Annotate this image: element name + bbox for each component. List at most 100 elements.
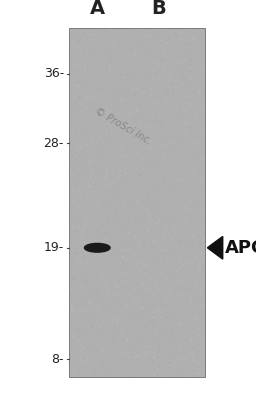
Point — [100, 50, 104, 56]
Point — [138, 253, 142, 259]
Point — [187, 259, 191, 266]
Point — [142, 213, 146, 220]
Point — [188, 205, 192, 211]
Point — [86, 135, 90, 141]
Point — [175, 73, 179, 80]
Point — [105, 193, 110, 200]
Point — [160, 210, 164, 217]
Point — [81, 297, 85, 304]
Point — [94, 83, 98, 90]
Point — [171, 45, 175, 52]
Point — [94, 122, 98, 129]
Point — [107, 365, 111, 371]
Point — [81, 26, 86, 33]
Point — [95, 140, 99, 147]
Point — [128, 177, 132, 183]
Point — [136, 81, 141, 88]
Point — [110, 102, 114, 109]
Point — [113, 139, 118, 146]
Point — [201, 86, 205, 92]
Point — [130, 111, 134, 118]
Point — [148, 217, 152, 223]
Point — [114, 211, 118, 217]
Point — [97, 369, 101, 375]
Point — [191, 185, 195, 192]
Point — [78, 357, 82, 363]
Point — [92, 148, 96, 154]
Point — [154, 119, 158, 126]
Point — [108, 118, 112, 125]
Point — [84, 328, 88, 335]
Point — [166, 64, 170, 71]
Point — [69, 188, 73, 195]
Point — [195, 46, 199, 53]
Point — [147, 121, 151, 127]
Point — [105, 165, 110, 172]
Point — [175, 265, 179, 272]
Point — [194, 184, 198, 190]
Point — [68, 353, 72, 360]
Point — [156, 280, 161, 286]
Point — [130, 58, 134, 65]
Point — [156, 92, 160, 98]
Point — [97, 219, 101, 226]
Point — [162, 302, 166, 308]
Point — [105, 257, 110, 263]
Point — [159, 59, 164, 66]
Point — [186, 323, 190, 330]
Point — [190, 187, 194, 194]
Point — [152, 354, 156, 361]
Point — [199, 250, 204, 256]
Point — [149, 237, 153, 243]
Point — [92, 203, 97, 210]
Point — [143, 339, 147, 345]
Point — [200, 30, 204, 36]
Point — [140, 235, 144, 241]
Point — [135, 51, 140, 57]
Point — [111, 335, 115, 342]
Point — [183, 226, 187, 232]
Point — [121, 253, 125, 260]
Point — [150, 274, 154, 280]
Point — [105, 121, 109, 127]
Point — [198, 168, 202, 175]
Point — [112, 74, 116, 81]
Point — [81, 138, 85, 144]
Point — [111, 85, 115, 92]
Point — [73, 249, 77, 256]
Point — [176, 65, 180, 71]
Point — [85, 346, 89, 352]
Point — [132, 106, 136, 113]
Point — [185, 205, 189, 211]
Point — [110, 333, 114, 339]
Point — [167, 290, 171, 296]
Point — [201, 199, 205, 205]
Point — [91, 309, 95, 315]
Point — [157, 75, 161, 81]
Point — [111, 106, 115, 112]
Point — [147, 199, 151, 206]
Point — [142, 239, 146, 245]
Point — [104, 310, 108, 317]
Point — [148, 243, 152, 249]
Point — [72, 162, 76, 169]
Point — [179, 211, 183, 218]
Point — [184, 64, 188, 70]
Point — [177, 115, 182, 122]
Point — [95, 115, 100, 122]
Point — [71, 276, 75, 282]
Point — [156, 67, 161, 74]
Point — [74, 117, 78, 123]
Point — [129, 259, 133, 266]
Point — [181, 89, 185, 96]
Point — [89, 47, 93, 54]
Point — [165, 176, 169, 183]
Point — [116, 320, 120, 326]
Point — [128, 176, 132, 183]
Point — [154, 272, 158, 278]
Point — [70, 126, 74, 133]
Point — [133, 69, 137, 75]
Point — [92, 65, 96, 71]
Point — [178, 345, 183, 351]
Point — [181, 95, 185, 102]
